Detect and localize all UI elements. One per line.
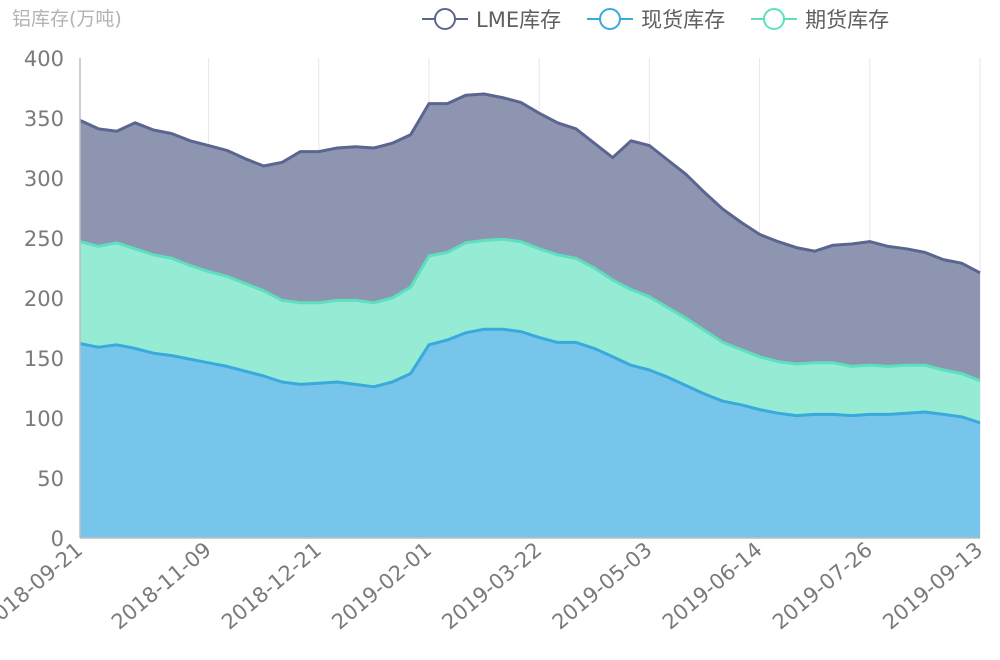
y-tick-label-7: 350 bbox=[24, 107, 64, 131]
legend-item-spot[interactable]: 现货库存 bbox=[585, 4, 725, 34]
x-tick-label-4: 2019-03-22 bbox=[437, 537, 546, 634]
legend-marker-spot-icon bbox=[587, 8, 634, 30]
x-tick-label-2: 2018-12-21 bbox=[217, 537, 326, 634]
legend-label-spot: 现货库存 bbox=[641, 8, 726, 32]
legend-marker-lme-icon bbox=[422, 8, 468, 30]
y-tick-label-4: 200 bbox=[24, 287, 64, 311]
series-line-0 bbox=[79, 92, 981, 275]
y-axis-title: 铝库存(万吨) bbox=[12, 8, 122, 30]
x-tick-label-3: 2019-02-01 bbox=[327, 537, 436, 634]
legend-marker-futures-icon bbox=[751, 8, 798, 30]
series-line-1 bbox=[79, 237, 981, 383]
x-tick-label-5: 2019-05-03 bbox=[548, 537, 657, 634]
y-tick-label-5: 250 bbox=[24, 227, 64, 251]
y-tick-label-6: 300 bbox=[24, 167, 64, 191]
area-2 bbox=[80, 329, 980, 538]
legend-item-futures[interactable]: 期货库存 bbox=[749, 4, 889, 34]
x-tick-label-1: 2018-11-09 bbox=[107, 537, 216, 634]
x-tick-label-8: 2019-09-13 bbox=[878, 537, 987, 634]
legend-label-lme: LME库存 bbox=[476, 8, 562, 32]
legend-item-lme[interactable]: LME库存 bbox=[420, 4, 561, 34]
y-tick-label-0: 0 bbox=[51, 527, 64, 551]
y-tick-label-2: 100 bbox=[24, 407, 64, 431]
legend-label-futures: 期货库存 bbox=[805, 8, 890, 32]
x-tick-label-7: 2019-07-26 bbox=[768, 537, 877, 634]
x-tick-label-6: 2019-06-14 bbox=[658, 537, 767, 634]
y-tick-label-3: 150 bbox=[24, 347, 64, 371]
series-line-2 bbox=[79, 327, 981, 425]
y-tick-label-8: 400 bbox=[24, 47, 64, 71]
legend: LME库存 现货库存 期货库存 bbox=[420, 4, 913, 34]
x-tick-label-0: 2018-09-21 bbox=[0, 537, 87, 634]
y-tick-label-1: 50 bbox=[37, 467, 64, 491]
